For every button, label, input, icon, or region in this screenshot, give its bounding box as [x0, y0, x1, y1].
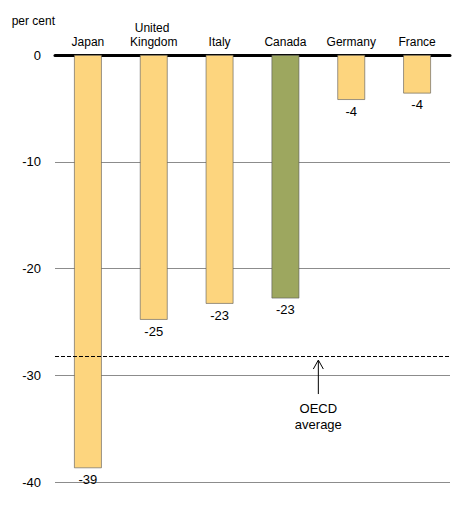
svg-text:average: average	[295, 417, 342, 432]
svg-text:United: United	[135, 21, 173, 35]
svg-text:-30: -30	[22, 368, 41, 383]
svg-text:OECD: OECD	[300, 401, 338, 416]
svg-text:per cent: per cent	[12, 14, 56, 28]
svg-text:0: 0	[34, 48, 41, 63]
svg-text:Kingdom: Kingdom	[130, 35, 177, 49]
svg-text:-25: -25	[144, 324, 163, 339]
svg-text:-40: -40	[22, 475, 41, 490]
svg-text:Germany: Germany	[327, 35, 376, 49]
svg-text:-23: -23	[276, 302, 295, 317]
svg-text:-4: -4	[345, 104, 357, 119]
svg-text:-4: -4	[411, 97, 423, 112]
svg-text:France: France	[398, 35, 436, 49]
svg-text:-20: -20	[22, 261, 41, 276]
svg-text:Canada: Canada	[264, 35, 306, 49]
svg-text:-23: -23	[210, 308, 229, 323]
svg-text:-10: -10	[22, 154, 41, 169]
svg-text:-39: -39	[79, 472, 98, 487]
svg-text:Japan: Japan	[72, 35, 105, 49]
svg-text:Italy: Italy	[209, 35, 231, 49]
